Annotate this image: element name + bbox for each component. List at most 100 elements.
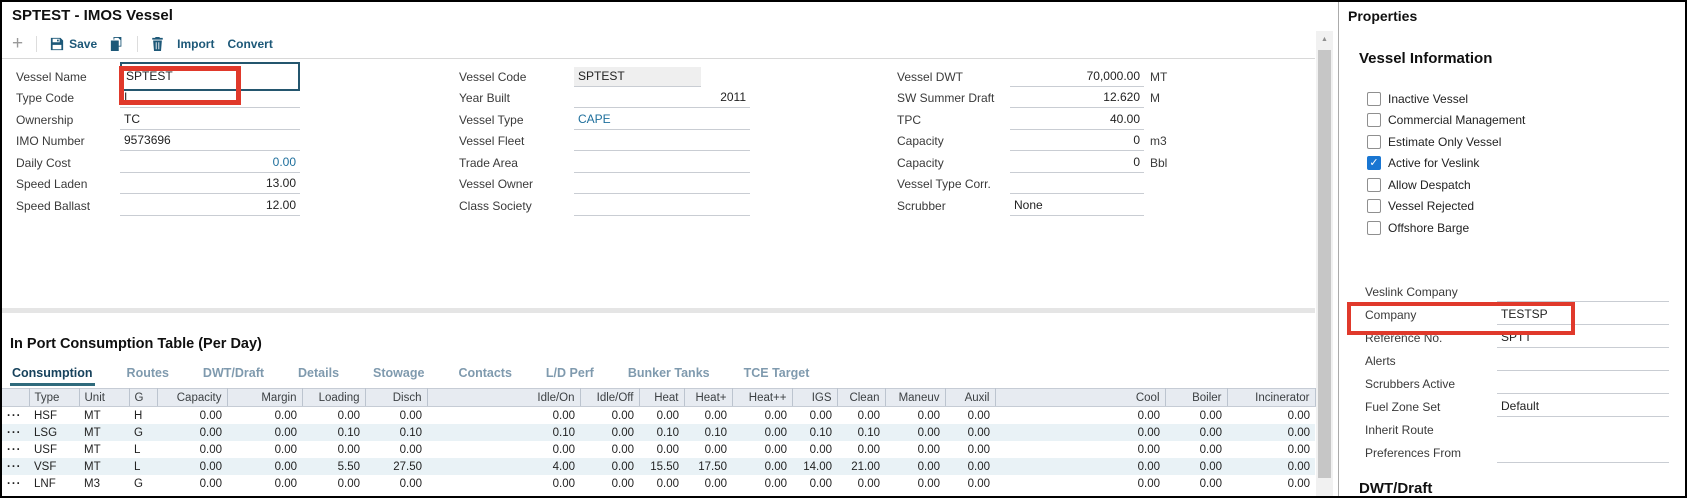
row-menu-button[interactable]: ··· [2,407,29,425]
cell-type[interactable]: VSF [29,458,79,475]
cell-idle-on[interactable]: 0.00 [427,475,580,492]
row-menu-button[interactable]: ··· [2,424,29,441]
tab-l-d-perf[interactable]: L/D Perf [544,366,596,386]
cell-heat[interactable]: 0.00 [732,407,792,425]
prop-field-company-value[interactable]: TESTSP [1497,304,1669,325]
delete-button[interactable] [151,37,164,51]
prop-field-reference-no-value[interactable]: SPTT [1497,327,1669,348]
checkbox-allow-despatch[interactable] [1367,178,1381,192]
field-ownership-value[interactable]: TC [120,110,300,130]
tab-tce-target[interactable]: TCE Target [742,366,812,386]
field-speed-laden-value[interactable]: 13.00 [120,174,300,194]
cell-boiler[interactable]: 0.00 [1165,441,1227,458]
field-type-code-value[interactable]: I [120,88,300,108]
checkbox-vessel-rejected[interactable] [1367,199,1381,213]
cell-clean[interactable]: 0.00 [837,441,885,458]
cell-unit[interactable]: MT [79,458,129,475]
cell-unit[interactable]: MT [79,424,129,441]
cell-heat[interactable]: 0.00 [732,475,792,492]
cell-incinerator[interactable]: 0.00 [1227,441,1315,458]
tab-dwt-draft[interactable]: DWT/Draft [201,366,266,386]
cell-disch[interactable]: 0.00 [365,475,427,492]
cell-idle-on[interactable]: 0.10 [427,424,580,441]
field-vessel-type-value[interactable]: CAPE [574,110,750,130]
field-capacity-value[interactable]: 0 [1010,153,1144,173]
cell-loading[interactable]: 0.00 [302,407,365,425]
cell-maneuv[interactable]: 0.00 [885,475,945,492]
cell-heat[interactable]: 0.10 [639,424,684,441]
row-menu-button[interactable]: ··· [2,475,29,492]
tab-stowage[interactable]: Stowage [371,366,426,386]
tab-bunker-tanks[interactable]: Bunker Tanks [626,366,712,386]
cell-boiler[interactable]: 0.00 [1165,407,1227,425]
cell-disch[interactable]: 0.00 [365,441,427,458]
cell-unit[interactable]: M3 [79,475,129,492]
cell-capacity[interactable]: 0.00 [157,441,227,458]
cell-margin[interactable]: 0.00 [227,475,302,492]
cell-heat[interactable]: 0.00 [639,441,684,458]
cell-auxil[interactable]: 0.00 [945,475,995,492]
field-vessel-fleet-value[interactable] [574,131,750,151]
cell-boiler[interactable]: 0.00 [1165,475,1227,492]
field-capacity-value[interactable]: 0 [1010,131,1144,151]
cell-capacity[interactable]: 0.00 [157,475,227,492]
prop-field-inherit-route-value[interactable] [1497,419,1669,440]
cell-margin[interactable]: 0.00 [227,424,302,441]
cell-cool[interactable]: 0.00 [995,458,1165,475]
row-menu-button[interactable]: ··· [2,441,29,458]
cell-margin[interactable]: 0.00 [227,441,302,458]
cell-g[interactable]: H [129,407,157,425]
field-class-society-value[interactable] [574,196,750,216]
scrollbar-thumb[interactable] [1318,50,1331,478]
cell-heat[interactable]: 17.50 [684,458,732,475]
cell-idle-off[interactable]: 0.00 [580,458,639,475]
cell-igs[interactable]: 0.00 [792,441,837,458]
prop-field-scrubbers-active-value[interactable] [1497,373,1669,394]
cell-disch[interactable]: 27.50 [365,458,427,475]
cell-cool[interactable]: 0.00 [995,475,1165,492]
cell-heat[interactable]: 0.00 [639,407,684,425]
cell-type[interactable]: HSF [29,407,79,425]
cell-maneuv[interactable]: 0.00 [885,424,945,441]
field-year-built-value[interactable]: 2011 [574,88,750,108]
convert-button[interactable]: Convert [227,37,272,51]
checkbox-active-for-veslink[interactable]: ✓ [1367,156,1381,170]
cell-igs[interactable]: 0.00 [792,475,837,492]
cell-heat[interactable]: 0.00 [684,475,732,492]
field-vessel-dwt-value[interactable]: 70,000.00 [1010,67,1144,87]
prop-field-preferences-from-value[interactable] [1497,442,1669,463]
cell-maneuv[interactable]: 0.00 [885,441,945,458]
vertical-scrollbar[interactable]: ▲ [1316,31,1333,496]
cell-type[interactable]: LSG [29,424,79,441]
cell-loading[interactable]: 0.00 [302,475,365,492]
field-imo-number-value[interactable]: 9573696 [120,131,300,151]
field-tpc-value[interactable]: 40.00 [1010,110,1144,130]
field-vessel-code-value[interactable]: SPTEST [574,67,701,87]
cell-auxil[interactable]: 0.00 [945,407,995,425]
cell-loading[interactable]: 0.10 [302,424,365,441]
cell-idle-on[interactable]: 0.00 [427,441,580,458]
cell-type[interactable]: USF [29,441,79,458]
checkbox-offshore-barge[interactable] [1367,221,1381,235]
cell-disch[interactable]: 0.10 [365,424,427,441]
cell-auxil[interactable]: 0.00 [945,458,995,475]
cell-capacity[interactable]: 0.00 [157,407,227,425]
cell-g[interactable]: L [129,441,157,458]
copy-button[interactable] [110,37,124,51]
cell-maneuv[interactable]: 0.00 [885,458,945,475]
cell-igs[interactable]: 0.10 [792,424,837,441]
cell-idle-off[interactable]: 0.00 [580,407,639,425]
cell-idle-off[interactable]: 0.00 [580,475,639,492]
cell-idle-off[interactable]: 0.00 [580,424,639,441]
cell-clean[interactable]: 0.10 [837,424,885,441]
tab-consumption[interactable]: Consumption [10,366,95,386]
cell-cool[interactable]: 0.00 [995,424,1165,441]
row-menu-button[interactable]: ··· [2,458,29,475]
cell-idle-on[interactable]: 4.00 [427,458,580,475]
cell-capacity[interactable]: 0.00 [157,458,227,475]
cell-loading[interactable]: 5.50 [302,458,365,475]
checkbox-estimate-only-vessel[interactable] [1367,135,1381,149]
save-button[interactable]: Save [50,37,97,51]
field-vessel-type-corr-value[interactable] [1010,174,1144,194]
cell-unit[interactable]: MT [79,441,129,458]
